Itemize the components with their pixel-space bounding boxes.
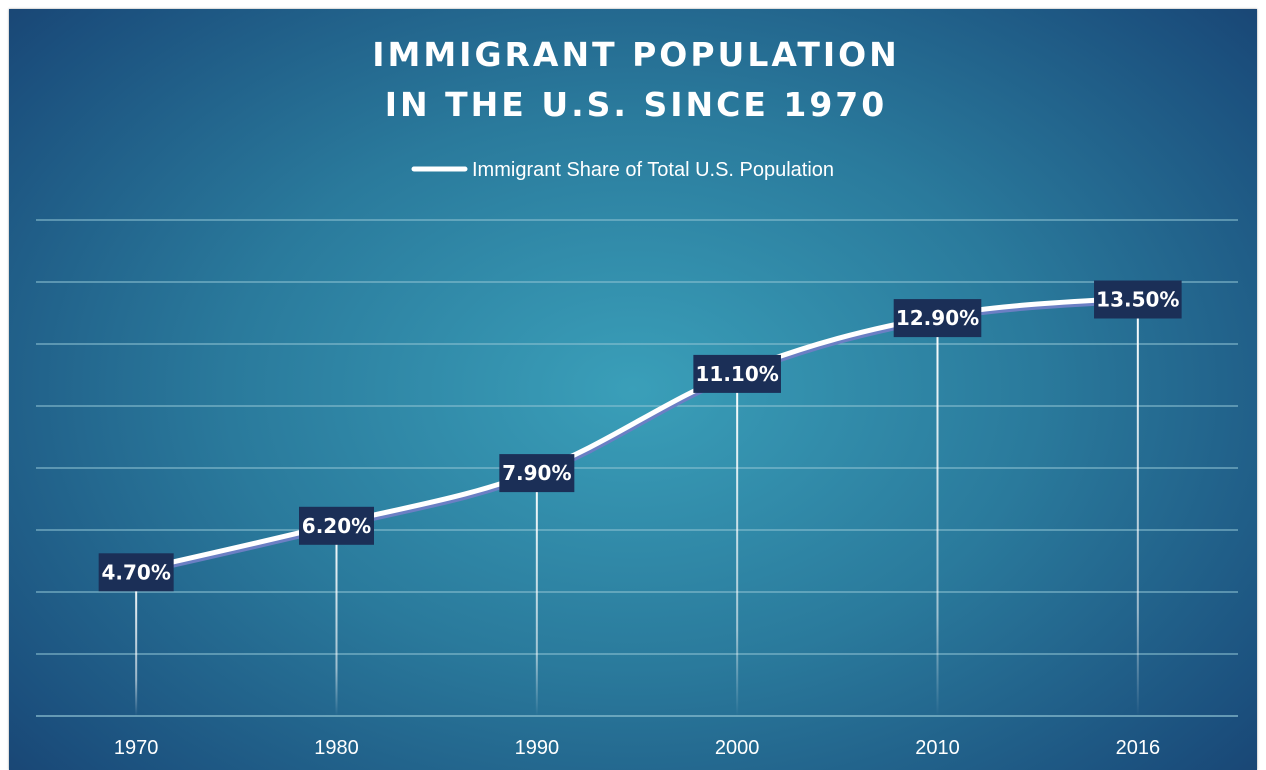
drop-lines <box>135 297 1139 716</box>
x-tick-label: 1980 <box>314 737 359 759</box>
data-label-text: 4.70% <box>101 560 170 584</box>
data-label-box <box>693 354 781 393</box>
drop-line-1970 <box>135 570 138 716</box>
data-label-text: 12.90% <box>896 306 979 330</box>
chart-title: IMMIGRANT POPULATION IN THE U.S. SINCE 1… <box>372 35 900 124</box>
chart-title-line-2: IN THE U.S. SINCE 1970 <box>385 85 887 124</box>
x-tick-label: 2016 <box>1116 737 1161 759</box>
data-label-2010: 12.90% <box>893 299 982 338</box>
x-tick-label: 1970 <box>114 737 159 759</box>
drop-line-2016 <box>1136 297 1139 716</box>
drop-line-2010 <box>936 316 939 716</box>
drop-line-1990 <box>535 471 538 716</box>
line-chart: IMMIGRANT POPULATION IN THE U.S. SINCE 1… <box>36 35 1238 759</box>
legend-series-label: Immigrant Share of Total U.S. Population <box>472 159 834 181</box>
data-label-2000: 11.10% <box>693 354 781 393</box>
series-line-shadow <box>134 298 1142 576</box>
data-label-1970: 4.70% <box>98 553 174 592</box>
data-label-box <box>1094 280 1182 319</box>
data-label-1990: 7.90% <box>499 454 575 493</box>
chart-title-line-1: IMMIGRANT POPULATION <box>372 35 900 74</box>
x-axis-ticks: 1970 1980 1990 2000 2010 2016 <box>114 737 1160 759</box>
x-tick-label: 2000 <box>715 737 760 759</box>
gridlines <box>36 219 1238 717</box>
chart-panel: IMMIGRANT POPULATION IN THE U.S. SINCE 1… <box>9 9 1257 770</box>
data-label-text: 6.20% <box>302 514 371 538</box>
data-label-text: 11.10% <box>696 362 779 386</box>
x-tick-label: 2010 <box>915 737 960 759</box>
x-tick-label: 1990 <box>515 737 560 759</box>
drop-line-1980 <box>335 523 338 716</box>
series-line-path <box>133 295 1141 573</box>
data-label-text: 13.50% <box>1096 288 1179 312</box>
data-label-box <box>98 553 174 592</box>
data-label-text: 7.90% <box>502 461 571 485</box>
data-label-box <box>499 454 575 493</box>
series-line <box>133 295 1142 576</box>
legend: Immigrant Share of Total U.S. Population <box>411 159 834 181</box>
data-labels: 4.70% 6.20% 7.90% 11.10% 12.90% 13.50% <box>98 280 1182 592</box>
data-label-box <box>893 299 982 338</box>
data-label-2016: 13.50% <box>1094 280 1182 319</box>
data-label-box <box>299 506 374 545</box>
data-label-1980: 6.20% <box>299 506 374 545</box>
drop-line-2000 <box>736 371 739 716</box>
